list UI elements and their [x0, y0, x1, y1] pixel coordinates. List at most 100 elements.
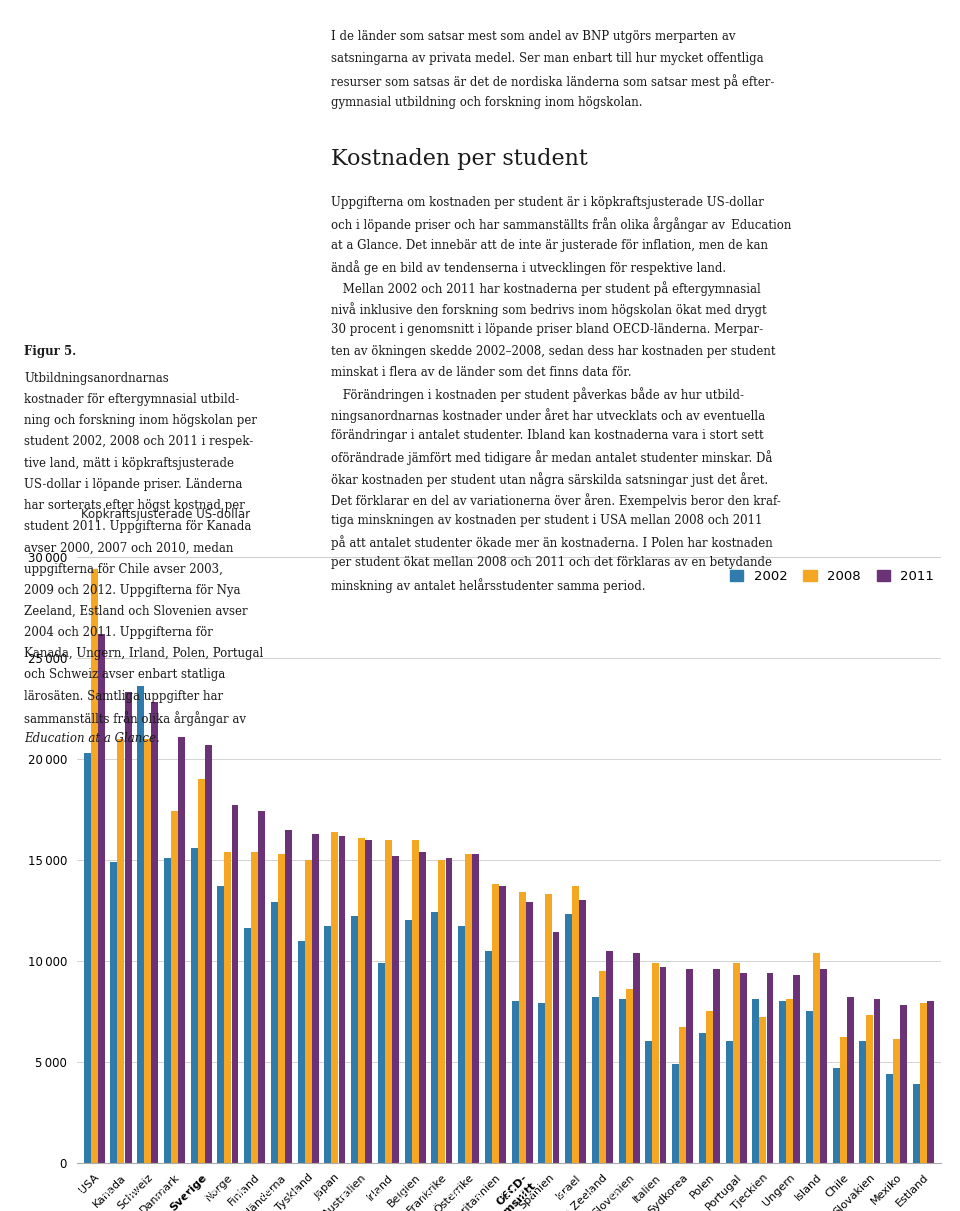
Bar: [726, 1041, 732, 1163]
Bar: [592, 997, 599, 1163]
Bar: [618, 999, 626, 1163]
Bar: [539, 1003, 545, 1163]
Bar: [572, 886, 579, 1163]
Bar: [874, 999, 880, 1163]
Text: Zeeland, Estland och Slovenien avser: Zeeland, Estland och Slovenien avser: [24, 606, 248, 618]
Text: nivå inklusive den forskning som bedrivs inom högskolan ökat med drygt: nivå inklusive den forskning som bedrivs…: [331, 303, 767, 317]
Text: minskat i flera av de länder som det finns data för.: minskat i flera av de länder som det fin…: [331, 366, 632, 379]
Bar: [893, 1039, 900, 1163]
Bar: [499, 886, 506, 1163]
Text: minskning av antalet helårsstudenter samma period.: minskning av antalet helårsstudenter sam…: [331, 578, 646, 592]
Bar: [252, 851, 258, 1163]
Text: tive land, mätt i köpkraftsjusterade: tive land, mätt i köpkraftsjusterade: [24, 457, 234, 470]
Bar: [859, 1041, 866, 1163]
Bar: [626, 989, 633, 1163]
Bar: [191, 848, 198, 1163]
Bar: [780, 1001, 786, 1163]
Bar: [793, 975, 801, 1163]
Bar: [840, 1038, 847, 1163]
Bar: [171, 811, 178, 1163]
Text: Figur 5.: Figur 5.: [24, 345, 76, 358]
Bar: [458, 926, 465, 1163]
Bar: [679, 1027, 686, 1163]
Bar: [565, 914, 572, 1163]
Bar: [740, 972, 747, 1163]
Bar: [385, 839, 392, 1163]
Text: på att antalet studenter ökade mer än kostnaderna. I Polen har kostnaden: på att antalet studenter ökade mer än ko…: [331, 535, 773, 550]
Bar: [278, 854, 285, 1163]
Text: student 2011. Uppgifterna för Kanada: student 2011. Uppgifterna för Kanada: [24, 521, 252, 533]
Bar: [832, 1068, 840, 1163]
Bar: [805, 1011, 813, 1163]
Bar: [404, 920, 412, 1163]
Bar: [419, 851, 425, 1163]
Bar: [331, 832, 339, 1163]
Bar: [178, 736, 185, 1163]
Bar: [412, 839, 419, 1163]
Bar: [217, 886, 225, 1163]
Text: ändå ge en bild av tendenserna i utvecklingen för respektive land.: ändå ge en bild av tendenserna i utveckl…: [331, 260, 727, 275]
Bar: [492, 884, 499, 1163]
Bar: [713, 969, 720, 1163]
Bar: [512, 1001, 518, 1163]
Bar: [152, 702, 158, 1163]
Text: Utbildningsanordnarnas: Utbildningsanordnarnas: [24, 372, 169, 385]
Text: gymnasial utbildning och forskning inom högskolan.: gymnasial utbildning och forskning inom …: [331, 96, 642, 109]
Bar: [324, 926, 331, 1163]
Bar: [927, 1001, 934, 1163]
Bar: [98, 633, 105, 1163]
Bar: [900, 1005, 907, 1163]
Bar: [606, 951, 613, 1163]
Bar: [304, 860, 312, 1163]
Bar: [518, 893, 526, 1163]
Bar: [125, 693, 132, 1163]
Bar: [231, 805, 238, 1163]
Bar: [706, 1011, 713, 1163]
Bar: [867, 1015, 874, 1163]
Text: 2004 och 2011. Uppgifterna för: 2004 och 2011. Uppgifterna för: [24, 626, 213, 639]
Text: och Schweiz avser enbart statliga: och Schweiz avser enbart statliga: [24, 668, 226, 682]
Text: Education at a Glance.: Education at a Glance.: [24, 733, 159, 745]
Text: resurser som satsas är det de nordiska länderna som satsar mest på efter-: resurser som satsas är det de nordiska l…: [331, 74, 775, 88]
Bar: [686, 969, 693, 1163]
Bar: [732, 963, 739, 1163]
Bar: [579, 900, 587, 1163]
Bar: [298, 941, 304, 1163]
Bar: [204, 745, 212, 1163]
Bar: [920, 1003, 927, 1163]
Bar: [144, 739, 151, 1163]
Bar: [526, 902, 533, 1163]
Bar: [553, 932, 560, 1163]
Bar: [599, 971, 606, 1163]
Bar: [117, 739, 125, 1163]
Bar: [672, 1063, 679, 1163]
Legend: 2002, 2008, 2011: 2002, 2008, 2011: [730, 569, 934, 582]
Text: Det förklarar en del av variationerna över åren. Exempelvis beror den kraf-: Det förklarar en del av variationerna öv…: [331, 493, 781, 507]
Text: kostnader för eftergymnasial utbild-: kostnader för eftergymnasial utbild-: [24, 392, 239, 406]
Bar: [358, 838, 365, 1163]
Text: student 2002, 2008 och 2011 i respek-: student 2002, 2008 och 2011 i respek-: [24, 436, 253, 448]
Bar: [766, 972, 774, 1163]
Text: lärosäten. Samtliga uppgifter har: lärosäten. Samtliga uppgifter har: [24, 690, 223, 702]
Text: förändringar i antalet studenter. Ibland kan kostnaderna vara i stort sett: förändringar i antalet studenter. Ibland…: [331, 430, 764, 442]
Bar: [466, 854, 472, 1163]
Bar: [378, 963, 385, 1163]
Bar: [339, 836, 346, 1163]
Bar: [351, 917, 358, 1163]
Bar: [392, 856, 399, 1163]
Text: I de länder som satsar mest som andel av BNP utgörs merparten av: I de länder som satsar mest som andel av…: [331, 30, 735, 44]
Bar: [660, 966, 666, 1163]
Text: Köpkraftsjusterade US‑dollar: Köpkraftsjusterade US‑dollar: [81, 507, 250, 521]
Text: Kostnaden per student: Kostnaden per student: [331, 148, 588, 170]
Bar: [633, 953, 639, 1163]
Bar: [753, 999, 759, 1163]
Text: sammanställts från olika årgångar av: sammanställts från olika årgångar av: [24, 711, 246, 725]
Bar: [84, 753, 90, 1163]
Text: per student ökat mellan 2008 och 2011 och det förklaras av en betydande: per student ökat mellan 2008 och 2011 oc…: [331, 557, 772, 569]
Bar: [645, 1041, 652, 1163]
Bar: [164, 857, 171, 1163]
Bar: [285, 830, 292, 1163]
Bar: [820, 969, 827, 1163]
Bar: [913, 1084, 920, 1163]
Bar: [439, 860, 445, 1163]
